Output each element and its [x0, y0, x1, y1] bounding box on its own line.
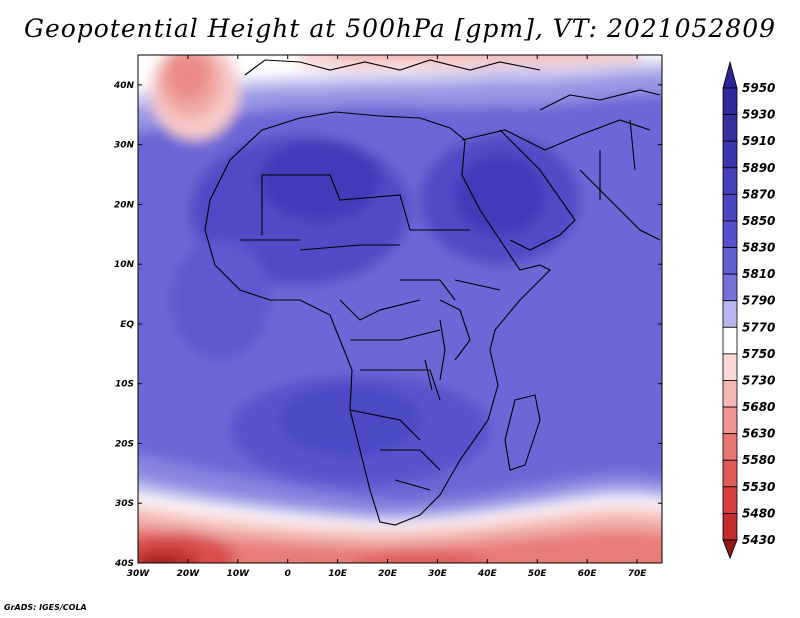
colorbar-label: 5930 — [742, 108, 775, 122]
colorbar-swatch — [722, 87, 738, 115]
colorbar-swatch — [722, 406, 738, 435]
x-tick-label: 30E — [428, 569, 448, 579]
colorbar-label: 5910 — [742, 134, 775, 148]
x-tick-label: 20E — [378, 569, 398, 579]
x-tick-label: 30W — [127, 569, 151, 579]
colorbar-bottom-arrow — [722, 539, 738, 560]
colorbar: 5950 5930 5910 5890 5870 5850 5830 5810 5790 5770… — [722, 60, 775, 560]
x-tick-label: 20W — [177, 569, 201, 579]
colorbar-label: 5790 — [742, 294, 775, 308]
y-tick-label: 20S — [115, 439, 134, 449]
y-axis-labels: 40N 30N 20N 10N EQ 10S 20S 30S 40S — [113, 81, 135, 569]
x-tick-label: 50E — [528, 569, 548, 579]
colorbar-swatch — [722, 433, 738, 461]
height-field — [138, 55, 662, 563]
colorbar-swatch — [722, 247, 738, 275]
colorbar-label: 5870 — [742, 187, 775, 201]
x-tick-label: 70E — [628, 569, 648, 579]
colorbar-label: 5850 — [742, 214, 775, 228]
colorbar-swatch — [722, 380, 738, 408]
plot-frame — [137, 54, 663, 564]
colorbar-swatch — [722, 459, 738, 488]
colorbar-label: 5830 — [742, 241, 775, 255]
x-tick-label: 60E — [578, 569, 598, 579]
colorbar-label: 5890 — [742, 161, 775, 175]
colorbar-swatch — [722, 486, 738, 514]
y-tick-label: 40S — [114, 559, 134, 569]
footer-credit: GrADS: IGES/COLA — [4, 603, 87, 612]
colorbar-label: 5730 — [742, 373, 775, 387]
colorbar-swatch — [722, 193, 738, 222]
colorbar-label: 5580 — [742, 453, 775, 467]
axis-ticks — [137, 55, 662, 564]
colorbar-label: 5810 — [742, 267, 775, 281]
colorbar-label: 5750 — [742, 347, 775, 361]
coastlines — [204, 59, 661, 526]
x-axis-labels: 30W 20W 10W 0 10E 20E 30E 40E 50E 60E 70E — [127, 569, 647, 579]
colorbar-label: 5950 — [742, 81, 775, 95]
y-tick-label: 30S — [115, 499, 134, 509]
y-tick-label: 20N — [114, 200, 135, 210]
colorbar-swatch — [722, 353, 738, 381]
colorbar-swatch — [722, 220, 738, 248]
y-tick-label: 40N — [113, 81, 135, 91]
x-tick-label: 10E — [328, 569, 348, 579]
colorbar-swatch — [722, 114, 738, 142]
colorbar-label: 5430 — [742, 533, 775, 547]
colorbar-swatch — [722, 140, 738, 169]
colorbar-swatch — [722, 513, 738, 541]
colorbar-swatch — [722, 326, 738, 355]
y-tick-label: 30N — [114, 141, 135, 151]
y-tick-label: 10S — [115, 380, 134, 390]
y-tick-label: 10N — [114, 260, 135, 270]
x-tick-label: 40E — [477, 569, 498, 579]
colorbar-label: 5770 — [742, 320, 775, 334]
colorbar-label: 5530 — [742, 480, 775, 494]
y-tick-label: EQ — [120, 320, 134, 330]
colorbar-swatch — [722, 273, 738, 302]
colorbar-top-arrow — [722, 60, 738, 89]
map-title: Geopotential Height at 500hPa [gpm], VT:… — [23, 14, 777, 43]
colorbar-label: 5630 — [742, 427, 775, 441]
colorbar-swatch — [722, 167, 738, 195]
colorbar-label: 5680 — [742, 400, 775, 414]
x-tick-label: 0 — [285, 569, 291, 579]
colorbar-swatch — [722, 300, 738, 328]
colorbar-label: 5480 — [742, 506, 775, 520]
x-tick-label: 10W — [227, 569, 251, 579]
